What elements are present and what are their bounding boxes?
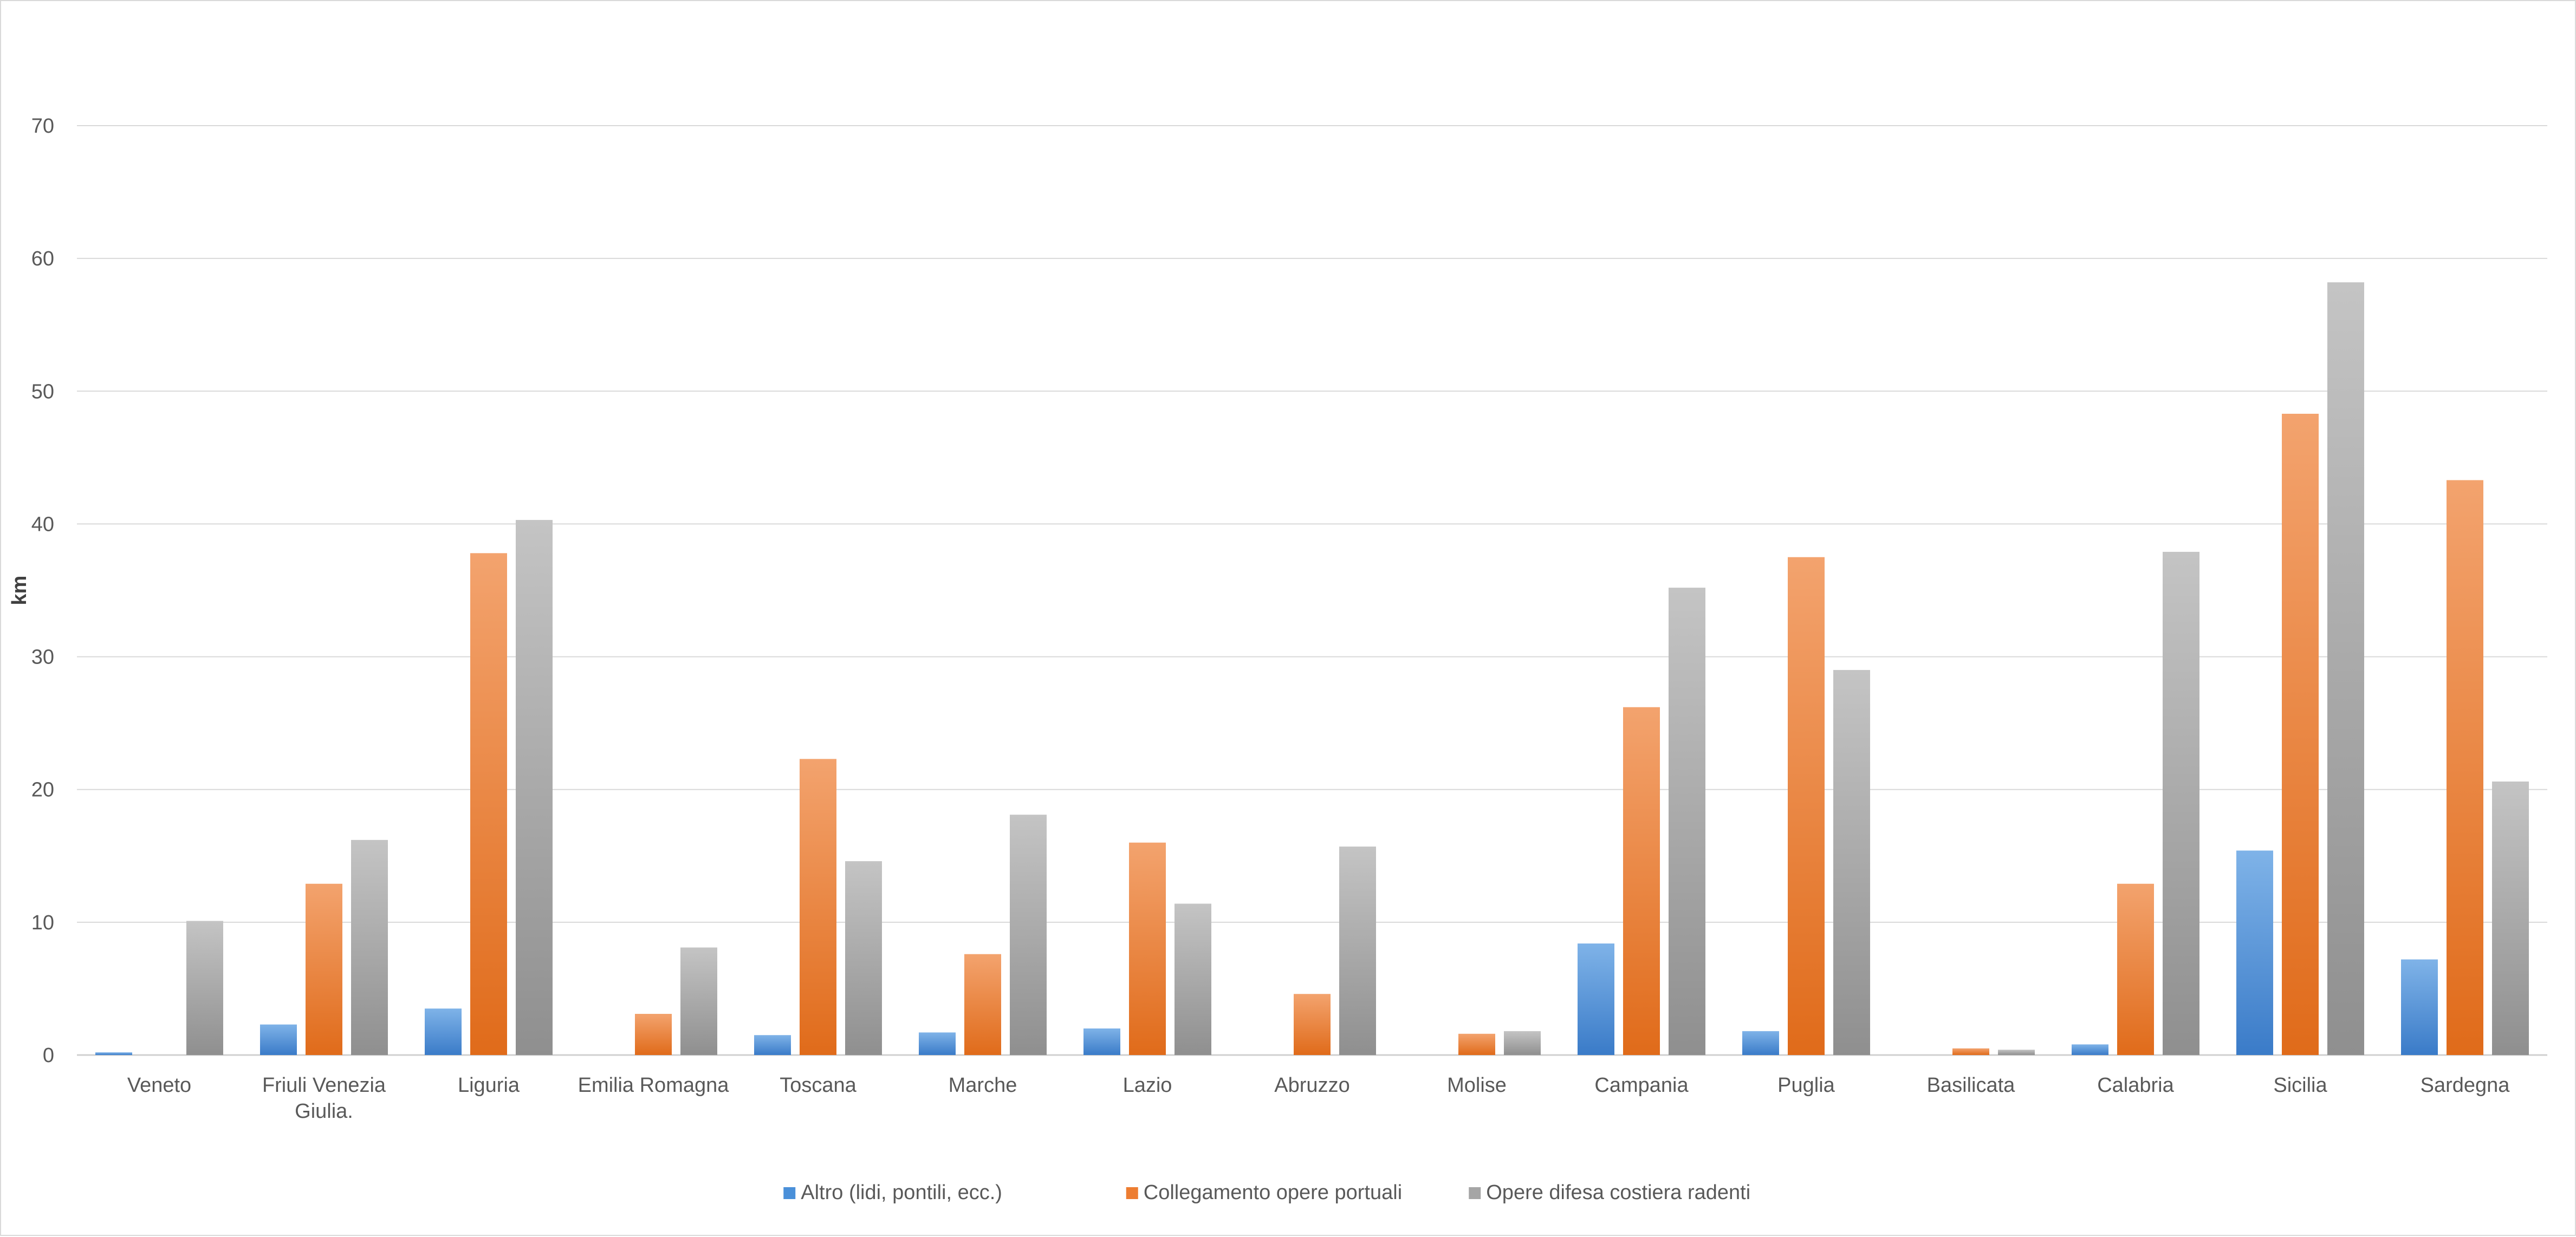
bar [2117,883,2154,1055]
bar [1129,842,1166,1055]
x-tick-label: Lazio [1123,1074,1172,1097]
bar [1578,943,1614,1055]
bar [1339,847,1376,1055]
bar [516,520,553,1055]
x-tick-label: Basilicata [1927,1074,2015,1097]
x-tick-label: Sicilia [2273,1074,2327,1097]
bar [1998,1050,2035,1055]
bar [845,861,882,1055]
bar [2492,782,2529,1055]
bar [2327,282,2364,1055]
bar [1083,1028,1120,1055]
y-tick-label: 70 [31,115,54,138]
bar [470,553,507,1055]
y-axis-ticks: 0 10 20 30 40 50 60 70 [31,115,54,1067]
bar [186,921,223,1055]
y-tick-label: 0 [43,1044,54,1067]
bar [2401,959,2438,1055]
bar [1952,1048,1989,1055]
y-tick-label: 30 [31,646,54,669]
bar [1294,994,1331,1055]
x-tick-label: Liguria [458,1074,520,1097]
x-axis-ticks: Veneto Friuli Venezia Giulia. Liguria Emilia… [127,1074,2510,1123]
bar [351,839,388,1055]
bars [95,282,2529,1056]
bar [919,1032,956,1055]
legend-swatch [783,1187,796,1199]
bar [635,1014,672,1055]
y-axis-label: km [8,576,31,606]
x-tick-label: Calabria [2097,1074,2174,1097]
x-tick-label: Toscana [780,1074,856,1097]
y-tick-label: 60 [31,248,54,270]
bar [1504,1031,1541,1055]
x-tick-label: Veneto [127,1074,191,1097]
y-tick-label: 10 [31,912,54,934]
bar [1175,903,1211,1055]
bar [1010,815,1047,1055]
bar [95,1052,132,1055]
legend-swatch [1469,1187,1481,1199]
legend-label: Opere difesa costiera radenti [1486,1181,1750,1204]
bar [2072,1044,2108,1055]
bar [2236,850,2273,1055]
y-tick-label: 40 [31,513,54,536]
bar [2447,480,2483,1055]
y-tick-label: 50 [31,380,54,403]
bar [1458,1033,1495,1055]
bar [260,1024,297,1055]
x-tick-label: Abruzzo [1274,1074,1349,1097]
x-tick-label: Sardegna [2421,1074,2510,1097]
bar [1669,588,1705,1055]
x-tick-label: Friuli Venezia [262,1074,386,1097]
x-tick-label: Puglia [1777,1074,1835,1097]
legend-label: Collegamento opere portuali [1144,1181,1402,1204]
bar [2282,413,2319,1056]
x-tick-label: Molise [1447,1074,1507,1097]
bar [1623,707,1660,1055]
y-tick-label: 20 [31,779,54,802]
bar [1833,670,1870,1055]
bar [680,947,717,1055]
bar [2163,551,2199,1055]
bar [425,1008,462,1055]
bar [1742,1031,1779,1055]
x-tick-label: Emilia Romagna [578,1074,730,1097]
bar [754,1035,791,1055]
bar [964,954,1001,1055]
bar [306,883,342,1055]
legend-swatch [1126,1187,1138,1199]
x-tick-label: Marche [949,1074,1017,1097]
x-tick-label: Campania [1594,1074,1689,1097]
bar [1788,557,1825,1055]
legend: Altro (lidi, pontili, ecc.) Collegamento … [783,1181,1750,1204]
legend-label: Altro (lidi, pontili, ecc.) [801,1181,1002,1204]
bar [800,759,836,1055]
x-tick-label: Giulia. [295,1100,353,1123]
